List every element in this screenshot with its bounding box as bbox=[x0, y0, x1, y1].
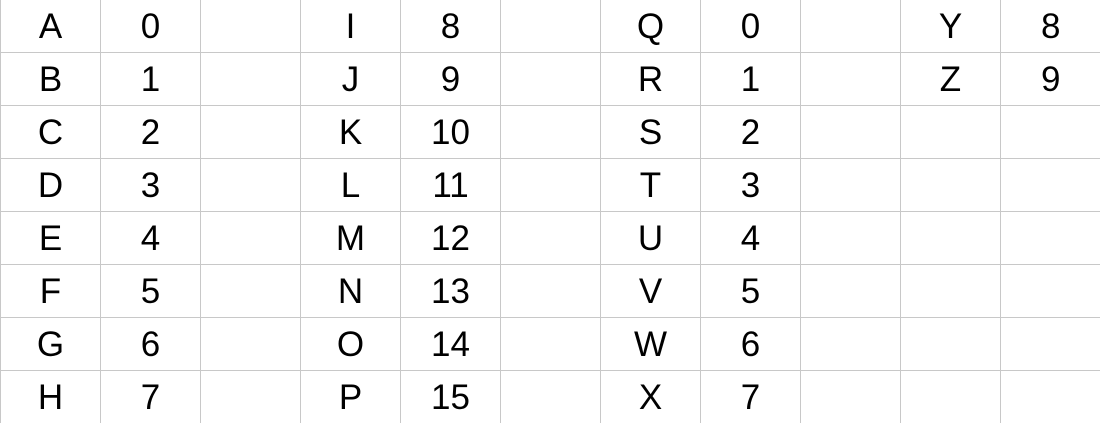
cell[interactable] bbox=[1000, 211, 1100, 265]
cell[interactable]: 4 bbox=[700, 211, 801, 265]
cell[interactable] bbox=[200, 105, 301, 159]
cell[interactable] bbox=[900, 158, 1001, 212]
cell[interactable] bbox=[200, 52, 301, 106]
cell[interactable]: D bbox=[0, 158, 101, 212]
cell[interactable]: A bbox=[0, 0, 101, 53]
cell[interactable]: B bbox=[0, 52, 101, 106]
cell[interactable] bbox=[800, 52, 901, 106]
cell[interactable]: O bbox=[300, 317, 401, 371]
cell[interactable] bbox=[900, 211, 1001, 265]
cell[interactable]: Q bbox=[600, 0, 701, 53]
cell[interactable] bbox=[800, 264, 901, 318]
cell[interactable]: 6 bbox=[700, 317, 801, 371]
cell[interactable]: 8 bbox=[400, 0, 501, 53]
table-row: F 5 N 13 V 5 bbox=[0, 264, 1100, 318]
cell[interactable]: 7 bbox=[700, 370, 801, 423]
cell[interactable] bbox=[1000, 105, 1100, 159]
cell[interactable] bbox=[900, 264, 1001, 318]
cell[interactable] bbox=[500, 317, 601, 371]
cell[interactable]: 9 bbox=[400, 52, 501, 106]
cell[interactable]: M bbox=[300, 211, 401, 265]
cell[interactable] bbox=[800, 317, 901, 371]
cell[interactable]: Z bbox=[900, 52, 1001, 106]
cell[interactable] bbox=[1000, 370, 1100, 423]
cell[interactable]: 0 bbox=[700, 0, 801, 53]
cell[interactable] bbox=[1000, 264, 1100, 318]
cell[interactable]: H bbox=[0, 370, 101, 423]
cell[interactable]: 2 bbox=[700, 105, 801, 159]
cell[interactable]: 5 bbox=[100, 264, 201, 318]
cell[interactable] bbox=[800, 211, 901, 265]
cell[interactable]: W bbox=[600, 317, 701, 371]
cell[interactable]: 9 bbox=[1000, 52, 1100, 106]
table-row: G 6 O 14 W 6 bbox=[0, 317, 1100, 371]
cell[interactable] bbox=[800, 105, 901, 159]
cell[interactable] bbox=[200, 370, 301, 423]
cell[interactable] bbox=[900, 317, 1001, 371]
cell[interactable] bbox=[500, 370, 601, 423]
cell[interactable]: N bbox=[300, 264, 401, 318]
cell[interactable] bbox=[200, 317, 301, 371]
cell[interactable] bbox=[200, 211, 301, 265]
cell[interactable]: 2 bbox=[100, 105, 201, 159]
cell[interactable]: 11 bbox=[400, 158, 501, 212]
cell[interactable] bbox=[200, 158, 301, 212]
table-row: D 3 L 11 T 3 bbox=[0, 158, 1100, 212]
cell[interactable] bbox=[800, 0, 901, 53]
table-row: H 7 P 15 X 7 bbox=[0, 370, 1100, 423]
cell[interactable] bbox=[200, 0, 301, 53]
cell[interactable] bbox=[500, 105, 601, 159]
cell[interactable]: V bbox=[600, 264, 701, 318]
cell[interactable]: K bbox=[300, 105, 401, 159]
cell[interactable]: 3 bbox=[100, 158, 201, 212]
cell[interactable]: E bbox=[0, 211, 101, 265]
cell[interactable]: 13 bbox=[400, 264, 501, 318]
cell[interactable] bbox=[500, 211, 601, 265]
table-row: E 4 M 12 U 4 bbox=[0, 211, 1100, 265]
cell[interactable]: T bbox=[600, 158, 701, 212]
cell[interactable]: 1 bbox=[700, 52, 801, 106]
cell[interactable]: 0 bbox=[100, 0, 201, 53]
cell[interactable] bbox=[500, 0, 601, 53]
cell[interactable]: 7 bbox=[100, 370, 201, 423]
cell[interactable]: 8 bbox=[1041, 6, 1061, 46]
cell[interactable] bbox=[900, 105, 1001, 159]
cell[interactable] bbox=[500, 264, 601, 318]
cell[interactable]: F bbox=[0, 264, 101, 318]
cell[interactable]: C bbox=[0, 105, 101, 159]
cell[interactable]: R bbox=[600, 52, 701, 106]
cell[interactable] bbox=[500, 52, 601, 106]
cell[interactable] bbox=[900, 370, 1001, 423]
cell[interactable]: 6 bbox=[100, 317, 201, 371]
cell[interactable]: G bbox=[0, 317, 101, 371]
cell[interactable]: 12 bbox=[400, 211, 501, 265]
cell[interactable]: S bbox=[600, 105, 701, 159]
cell[interactable]: X bbox=[600, 370, 701, 423]
table-row: C 2 K 10 S 2 bbox=[0, 105, 1100, 159]
cell[interactable]: I bbox=[300, 0, 401, 53]
cell[interactable]: 5 bbox=[700, 264, 801, 318]
cell[interactable]: J bbox=[300, 52, 401, 106]
cell[interactable]: P bbox=[300, 370, 401, 423]
cell[interactable] bbox=[800, 370, 901, 423]
cell[interactable] bbox=[200, 264, 301, 318]
cell[interactable]: 3 bbox=[700, 158, 801, 212]
cell[interactable]: U bbox=[600, 211, 701, 265]
cell[interactable]: 14 bbox=[400, 317, 501, 371]
cell[interactable]: 15 bbox=[400, 370, 501, 423]
cell[interactable]: 4 bbox=[100, 211, 201, 265]
cell[interactable] bbox=[800, 158, 901, 212]
cell[interactable] bbox=[1000, 158, 1100, 212]
cell[interactable] bbox=[1000, 317, 1100, 371]
cell[interactable]: 10 bbox=[400, 105, 501, 159]
cell[interactable] bbox=[500, 158, 601, 212]
cell[interactable]: 1 bbox=[100, 52, 201, 106]
cell[interactable]: L bbox=[300, 158, 401, 212]
cell[interactable]: Y bbox=[900, 0, 1001, 53]
